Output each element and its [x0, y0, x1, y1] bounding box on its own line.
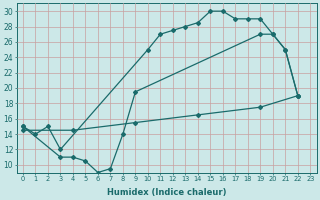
X-axis label: Humidex (Indice chaleur): Humidex (Indice chaleur) — [107, 188, 226, 197]
